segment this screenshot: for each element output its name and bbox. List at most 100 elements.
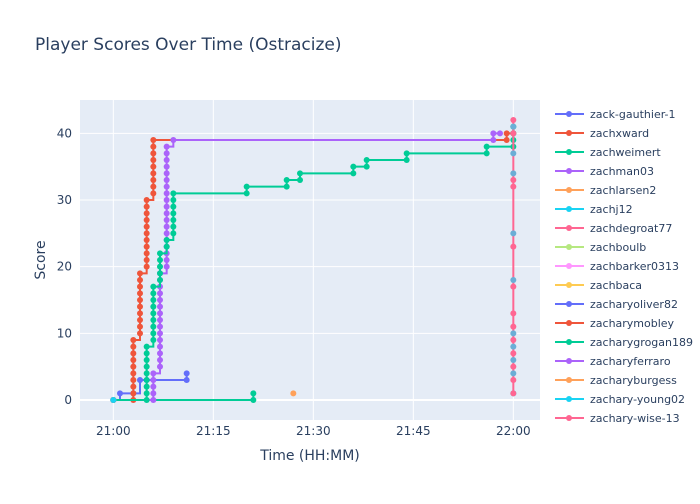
y-tick-label: 10 xyxy=(57,326,72,340)
data-point xyxy=(157,257,163,263)
data-point xyxy=(510,130,517,137)
data-point xyxy=(510,117,517,123)
legend-item[interactable]: zachman03 xyxy=(555,165,654,178)
data-point xyxy=(163,217,170,223)
data-point xyxy=(510,343,517,350)
data-point xyxy=(137,277,143,283)
data-point xyxy=(130,383,137,390)
data-point xyxy=(110,397,117,403)
series-unnamed-17 xyxy=(510,123,517,377)
legend-item[interactable]: zachbarker0313 xyxy=(555,260,679,273)
legend-item[interactable]: zacharyoliver82 xyxy=(555,298,678,311)
data-point xyxy=(163,197,170,203)
legend-label: zack-gauthier-1 xyxy=(590,108,676,121)
data-point xyxy=(143,257,150,263)
legend-item[interactable]: zachary-young02 xyxy=(555,393,685,406)
data-point xyxy=(510,370,517,377)
legend-label: zachxward xyxy=(590,127,649,140)
legend-marker xyxy=(566,339,572,345)
data-point xyxy=(157,250,163,257)
data-point xyxy=(510,310,517,317)
legend-label: zacharyoliver82 xyxy=(590,298,678,311)
data-point xyxy=(143,370,150,377)
data-point xyxy=(483,143,490,150)
legend-item[interactable]: zachbaca xyxy=(555,279,642,292)
x-tick-label: 21:45 xyxy=(396,424,431,438)
legend-label: zachj12 xyxy=(590,203,633,216)
data-point xyxy=(150,377,157,383)
legend-item[interactable]: zack-gauthier-1 xyxy=(555,108,676,121)
data-point xyxy=(150,323,157,330)
legend-item[interactable]: zacharygrogan189 xyxy=(555,336,693,349)
data-point xyxy=(150,283,157,290)
data-point xyxy=(137,303,143,310)
legend-item[interactable]: zachboulb xyxy=(555,241,646,254)
legend-item[interactable]: zachj12 xyxy=(555,203,633,216)
data-point xyxy=(157,363,163,370)
y-tick-label: 40 xyxy=(57,126,72,140)
legend-label: zachboulb xyxy=(590,241,646,254)
data-point xyxy=(283,183,290,190)
series-line xyxy=(113,373,188,401)
data-point xyxy=(157,323,163,330)
data-point xyxy=(150,163,157,170)
data-point xyxy=(130,350,137,357)
data-point xyxy=(510,230,517,237)
data-point xyxy=(143,217,150,223)
data-point xyxy=(510,150,517,157)
legend-item[interactable]: zacharymobley xyxy=(555,317,675,330)
legend-item[interactable]: zacharyburgess xyxy=(555,374,677,387)
legend-item[interactable]: zachary-wise-13 xyxy=(555,412,680,425)
data-point xyxy=(350,163,357,170)
data-point xyxy=(143,237,150,243)
data-point xyxy=(143,350,150,357)
data-point xyxy=(183,370,190,377)
legend-marker xyxy=(566,358,572,364)
legend-label: zachman03 xyxy=(590,165,654,178)
data-point xyxy=(163,210,170,217)
data-point xyxy=(130,337,137,343)
data-point xyxy=(250,390,257,397)
legend-label: zachbaca xyxy=(590,279,642,292)
legend-marker xyxy=(566,377,572,383)
data-point xyxy=(150,190,157,197)
legend[interactable]: zack-gauthier-1 zachxward zachweimert zachm… xyxy=(555,108,693,425)
legend-item[interactable]: zacharyferraro xyxy=(555,355,671,368)
legend-item[interactable]: zachxward xyxy=(555,127,649,140)
data-point xyxy=(510,350,517,357)
data-point xyxy=(163,190,170,197)
data-point xyxy=(137,270,143,277)
legend-item[interactable]: zachdegroat77 xyxy=(555,222,672,235)
data-point xyxy=(143,377,150,383)
data-point xyxy=(297,177,303,183)
data-point xyxy=(150,397,157,403)
data-point xyxy=(503,137,510,143)
data-point xyxy=(150,310,157,317)
data-point xyxy=(510,183,517,190)
legend-item[interactable]: zachweimert xyxy=(555,146,661,159)
data-point xyxy=(150,337,157,343)
data-point xyxy=(150,157,157,163)
data-point xyxy=(157,290,163,297)
data-point xyxy=(150,383,157,390)
legend-marker xyxy=(566,225,572,231)
legend-label: zacharygrogan189 xyxy=(590,336,693,349)
legend-marker xyxy=(566,320,572,326)
data-point xyxy=(163,163,170,170)
data-point xyxy=(150,330,157,337)
data-point xyxy=(503,130,510,137)
legend-item[interactable]: zachlarsen2 xyxy=(555,184,656,197)
legend-marker xyxy=(566,168,572,174)
series-zachary-wise-13 xyxy=(510,117,517,397)
data-point xyxy=(170,190,177,197)
data-point xyxy=(143,243,150,250)
data-point xyxy=(170,197,177,203)
data-point xyxy=(150,177,157,183)
data-point xyxy=(250,397,257,403)
data-point xyxy=(143,223,150,230)
legend-marker xyxy=(566,282,572,288)
data-point xyxy=(143,250,150,257)
data-point xyxy=(130,343,137,350)
data-point xyxy=(163,157,170,163)
